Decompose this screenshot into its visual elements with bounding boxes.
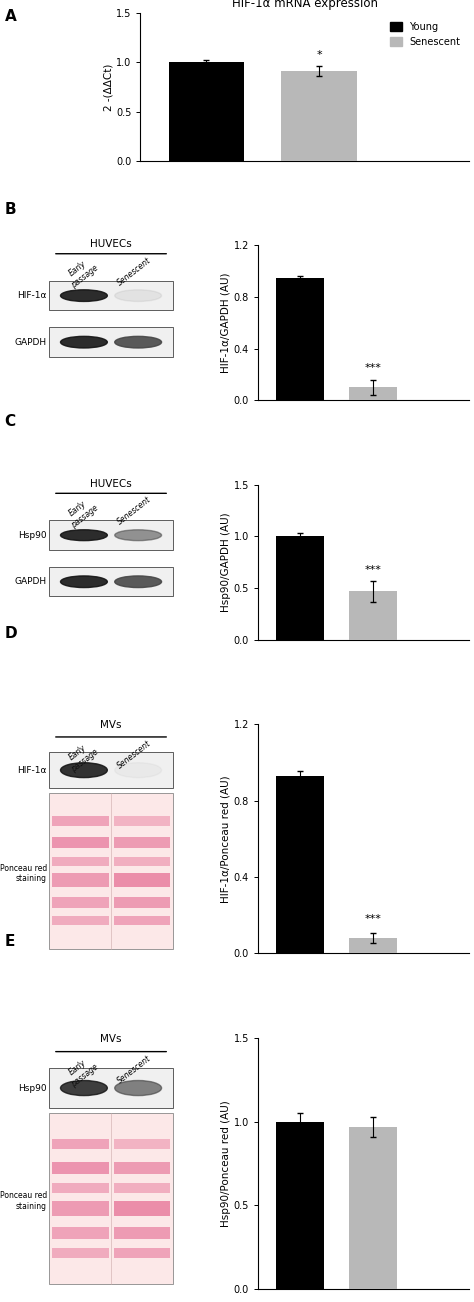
Text: Early
passage: Early passage: [63, 740, 100, 775]
Text: A: A: [5, 9, 17, 25]
Bar: [52, 857, 109, 866]
Bar: [49, 793, 173, 949]
Bar: [276, 536, 324, 639]
Bar: [282, 72, 356, 160]
Bar: [49, 1113, 173, 1284]
Text: Early
passage: Early passage: [63, 255, 100, 290]
Text: ***: ***: [364, 914, 381, 924]
Bar: [52, 1139, 109, 1150]
Text: Senescent: Senescent: [115, 1055, 153, 1086]
Text: D: D: [5, 626, 18, 642]
Bar: [113, 857, 170, 866]
Bar: [49, 281, 173, 310]
Bar: [113, 1249, 170, 1258]
Text: MVs: MVs: [100, 720, 122, 730]
Text: HUVECs: HUVECs: [90, 240, 132, 249]
Bar: [276, 1121, 324, 1289]
Ellipse shape: [115, 1081, 162, 1095]
Ellipse shape: [115, 336, 162, 348]
Text: Ponceau red
staining: Ponceau red staining: [0, 863, 47, 883]
Text: ***: ***: [364, 363, 381, 374]
Text: MVs: MVs: [100, 1034, 122, 1044]
Bar: [276, 277, 324, 400]
Bar: [52, 816, 109, 825]
Title: HIF-1α mRNA expression: HIF-1α mRNA expression: [232, 0, 378, 10]
Text: HUVECs: HUVECs: [90, 479, 132, 488]
Y-axis label: Hsp90/Ponceau red (AU): Hsp90/Ponceau red (AU): [221, 1100, 231, 1226]
Bar: [113, 1139, 170, 1150]
Text: Senescent: Senescent: [115, 255, 153, 286]
Bar: [52, 1161, 109, 1174]
Bar: [113, 1161, 170, 1174]
Bar: [113, 1184, 170, 1194]
Legend: Young, Senescent: Young, Senescent: [386, 18, 465, 51]
Text: HIF-1α: HIF-1α: [17, 766, 47, 775]
Text: Hsp90: Hsp90: [18, 531, 47, 540]
Bar: [52, 1202, 109, 1216]
Bar: [113, 874, 170, 887]
Bar: [348, 591, 397, 639]
Bar: [49, 751, 173, 789]
Text: Ponceau red
staining: Ponceau red staining: [0, 1191, 47, 1211]
Bar: [52, 1226, 109, 1238]
Text: ***: ***: [364, 565, 381, 574]
Bar: [52, 1249, 109, 1258]
Y-axis label: 2 -(ΔΔCt): 2 -(ΔΔCt): [103, 64, 113, 111]
Ellipse shape: [61, 290, 107, 302]
Bar: [348, 939, 397, 953]
Bar: [52, 1184, 109, 1194]
Text: E: E: [5, 934, 15, 949]
Bar: [276, 776, 324, 953]
Y-axis label: HIF-1α/GAPDH (AU): HIF-1α/GAPDH (AU): [221, 272, 231, 374]
Y-axis label: Hsp90/GAPDH (AU): Hsp90/GAPDH (AU): [221, 513, 231, 612]
Text: Senescent: Senescent: [115, 495, 153, 527]
Bar: [113, 1226, 170, 1238]
Ellipse shape: [115, 530, 162, 540]
Bar: [52, 874, 109, 887]
Bar: [52, 917, 109, 926]
Text: C: C: [5, 414, 16, 430]
Text: Early
passage: Early passage: [63, 495, 100, 530]
Bar: [52, 897, 109, 907]
Bar: [348, 388, 397, 400]
Ellipse shape: [115, 290, 162, 302]
Bar: [113, 897, 170, 907]
Text: GAPDH: GAPDH: [15, 577, 47, 586]
Text: Early
passage: Early passage: [63, 1055, 100, 1088]
Bar: [49, 1068, 173, 1108]
Bar: [169, 62, 244, 160]
Text: Hsp90: Hsp90: [18, 1083, 47, 1092]
Bar: [49, 327, 173, 357]
Bar: [113, 816, 170, 825]
Text: *: *: [316, 51, 322, 60]
Bar: [113, 1202, 170, 1216]
Ellipse shape: [115, 575, 162, 587]
Ellipse shape: [61, 336, 107, 348]
Ellipse shape: [61, 575, 107, 587]
Ellipse shape: [61, 530, 107, 540]
Bar: [113, 837, 170, 849]
Text: HIF-1α: HIF-1α: [17, 292, 47, 301]
Ellipse shape: [61, 1081, 107, 1095]
Bar: [49, 521, 173, 549]
Bar: [49, 566, 173, 596]
Bar: [52, 837, 109, 849]
Ellipse shape: [61, 763, 107, 777]
Y-axis label: HIF-1α/Ponceau red (AU): HIF-1α/Ponceau red (AU): [221, 775, 231, 902]
Text: Senescent: Senescent: [115, 740, 153, 771]
Bar: [348, 1126, 397, 1289]
Text: B: B: [5, 202, 17, 217]
Text: GAPDH: GAPDH: [15, 337, 47, 346]
Bar: [113, 917, 170, 926]
